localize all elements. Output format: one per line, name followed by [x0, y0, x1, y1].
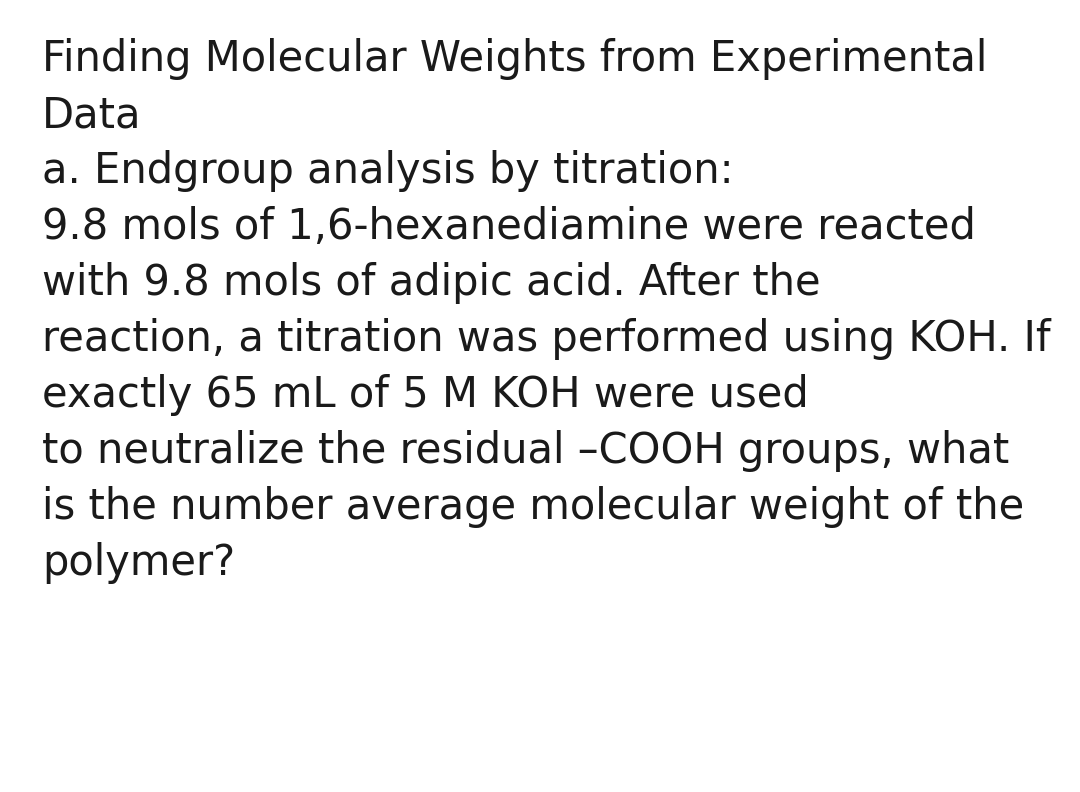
Text: exactly 65 mL of 5 M KOH were used: exactly 65 mL of 5 M KOH were used	[42, 374, 809, 416]
Text: reaction, a titration was performed using KOH. If: reaction, a titration was performed usin…	[42, 318, 1051, 360]
Text: with 9.8 mols of adipic acid. After the: with 9.8 mols of adipic acid. After the	[42, 262, 821, 304]
Text: Finding Molecular Weights from Experimental: Finding Molecular Weights from Experimen…	[42, 38, 987, 80]
Text: polymer?: polymer?	[42, 542, 235, 584]
Text: to neutralize the residual –COOH groups, what: to neutralize the residual –COOH groups,…	[42, 430, 1009, 472]
Text: 9.8 mols of 1,6-hexanediamine were reacted: 9.8 mols of 1,6-hexanediamine were react…	[42, 206, 976, 248]
Text: a. Endgroup analysis by titration:: a. Endgroup analysis by titration:	[42, 150, 733, 192]
Text: Data: Data	[42, 94, 141, 136]
Text: is the number average molecular weight of the: is the number average molecular weight o…	[42, 486, 1024, 528]
